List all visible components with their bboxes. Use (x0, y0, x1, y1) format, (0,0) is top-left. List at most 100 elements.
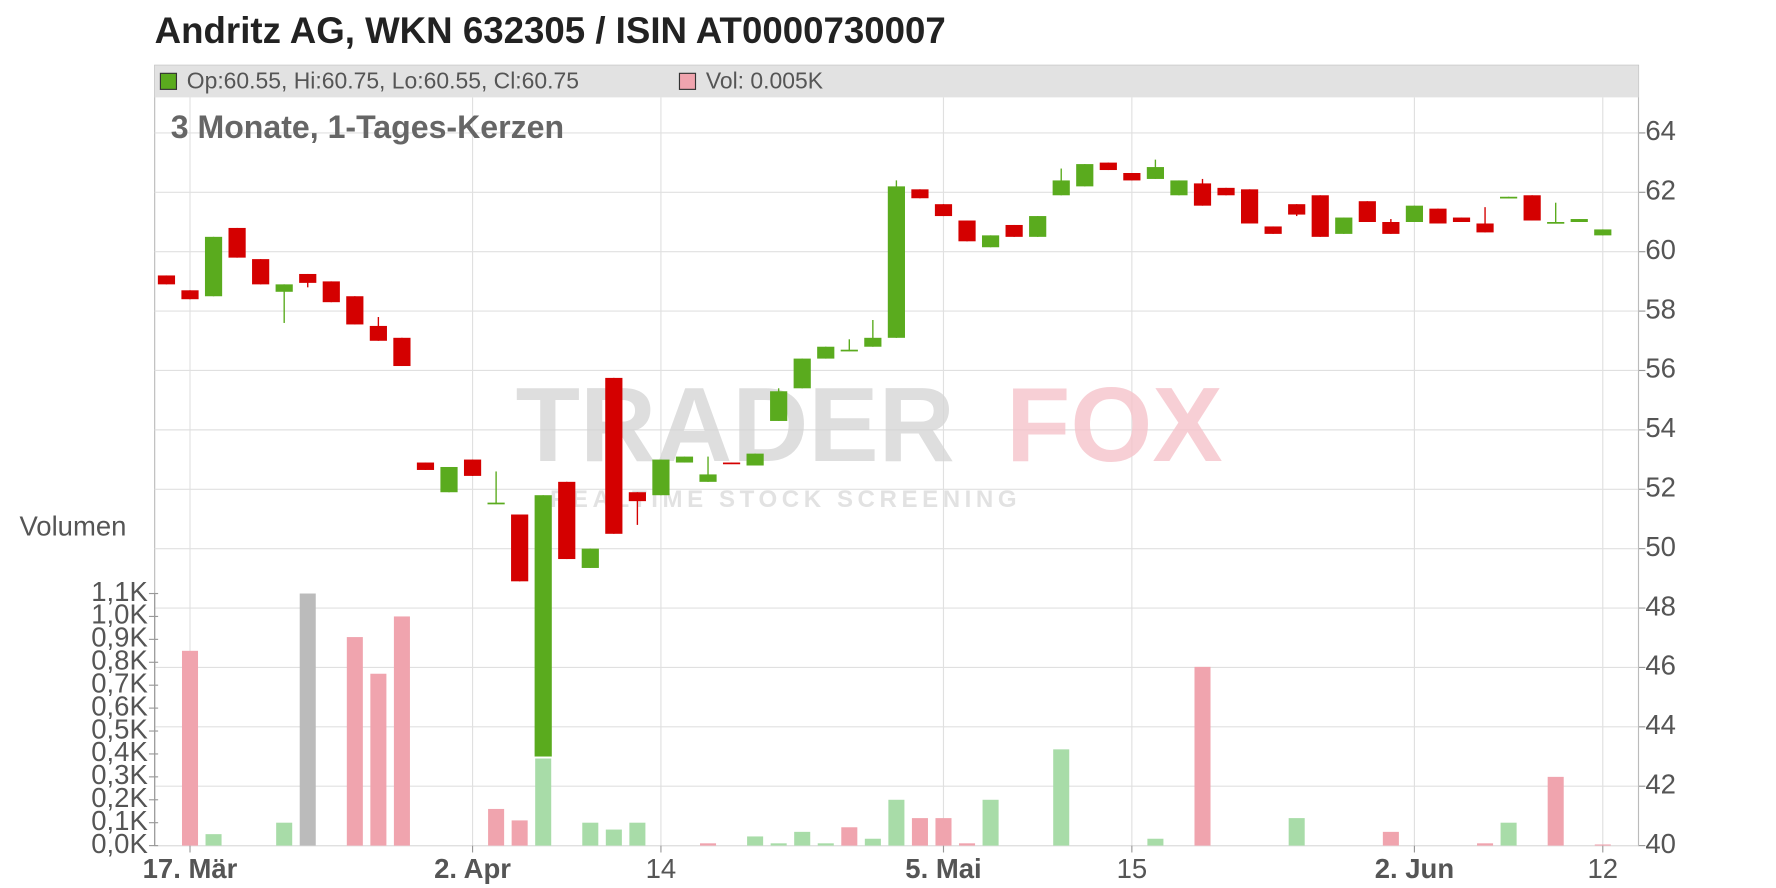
volume-tick-label: 0,5K (91, 713, 148, 744)
volume-bar (770, 843, 787, 846)
legend-band (154, 65, 1639, 98)
volume-bar (888, 799, 905, 846)
candle-body (252, 259, 270, 285)
volume-bar (299, 593, 316, 846)
volume-tick-label: 1,1K (91, 576, 148, 607)
candle-body (864, 337, 882, 347)
candle-body (1523, 195, 1541, 221)
candle-body (511, 514, 529, 582)
volume-bar (1477, 843, 1494, 846)
y-tick-label: 64 (1645, 115, 1676, 146)
volume-bar (205, 834, 222, 846)
y-tick-label: 54 (1645, 412, 1676, 443)
legend-swatch (678, 72, 697, 90)
candle-body (934, 204, 953, 217)
candle-body (793, 358, 811, 389)
watermark: TRADER FOX REALTIME STOCK SCREENING (516, 367, 1223, 513)
candle-body (1311, 195, 1329, 237)
volume-bar (535, 758, 552, 846)
volume-bar (1594, 844, 1611, 846)
candle-body (463, 459, 482, 476)
legend-volume: Vol: 0.005K (706, 68, 824, 94)
candle-body (770, 391, 788, 421)
candle-body (204, 236, 223, 297)
candle-body (581, 548, 599, 568)
volume-tick-label: 0,9K (91, 622, 148, 653)
y-tick-label: 52 (1645, 472, 1676, 503)
volume-tick-label: 0,4K (91, 736, 148, 767)
volume-bar (488, 808, 505, 846)
candle-body (722, 462, 741, 465)
legend-price: Op:60.55, Hi:60.75, Lo:60.55, Cl:60.75 (187, 68, 579, 94)
candle-body (817, 346, 835, 359)
x-tick-label: 14 (646, 853, 677, 884)
volume-tick-label: 0,2K (91, 782, 148, 813)
candle-body (1405, 205, 1424, 223)
chart-title: Andritz AG, WKN 632305 / ISIN AT00007300… (155, 10, 946, 51)
volume-axis-label: Volumen (19, 510, 126, 541)
candle-body (1429, 208, 1447, 224)
volume-tick-label: 0,8K (91, 645, 148, 676)
y-tick-label: 56 (1645, 353, 1676, 384)
volume-bar (700, 843, 717, 846)
candle-body (1500, 196, 1518, 199)
candle-body (1264, 226, 1282, 234)
candle-body (1029, 216, 1047, 237)
candle-body (1288, 204, 1306, 215)
volume-bar (935, 818, 952, 846)
volume-tick-label: 0,0K (91, 828, 148, 859)
candle-body (1123, 173, 1141, 181)
volume-bar (1147, 838, 1164, 846)
volume-bar (582, 822, 599, 846)
volume-bar (370, 673, 387, 846)
volume-bar (794, 831, 811, 846)
candle-body (1594, 229, 1612, 236)
chart-subtitle: 3 Monate, 1-Tages-Kerzen (171, 109, 564, 145)
marks (157, 159, 1612, 846)
x-tick-label: 5. Mai (905, 853, 981, 884)
candle-body (746, 453, 764, 466)
candle-body (840, 349, 858, 352)
y-tick-label: 42 (1645, 768, 1676, 799)
legend-swatch (159, 72, 178, 90)
y-tick-label: 40 (1645, 828, 1676, 859)
candle-body (440, 466, 458, 493)
volume-tick-label: 1,0K (91, 599, 148, 630)
candle-body (699, 474, 717, 482)
y-tick-label: 58 (1645, 293, 1676, 324)
volume-bar (1194, 666, 1211, 846)
x-tick-label: 15 (1117, 853, 1148, 884)
volume-bar (1547, 776, 1564, 846)
candle-body (1382, 222, 1400, 234)
candle-body (1358, 201, 1376, 223)
candle-body (1240, 189, 1259, 224)
volume-tick-label: 0,7K (91, 667, 148, 698)
candle-body (652, 459, 670, 496)
volume-bar (181, 650, 199, 846)
y-tick-label: 48 (1645, 590, 1676, 621)
volume-bar (747, 836, 764, 846)
y-tick-label: 46 (1645, 650, 1676, 681)
candle-body (1146, 167, 1164, 179)
watermark-brand: TRADER (516, 367, 955, 484)
candle-body (299, 273, 317, 283)
candle-body (322, 281, 340, 303)
candle-body (911, 189, 929, 199)
volume-bar (511, 820, 528, 846)
volume-bar (629, 822, 646, 846)
candle-body (1005, 224, 1023, 237)
candle-body (675, 456, 694, 463)
candle-body (275, 284, 293, 292)
y-tick-label: 44 (1645, 709, 1676, 740)
candle-body (1547, 222, 1565, 224)
candle-body (958, 220, 976, 242)
volume-tick-label: 0,3K (91, 759, 148, 790)
x-tick-label: 2. Apr (434, 853, 511, 884)
candle-body (558, 481, 576, 560)
volume-bar (1053, 749, 1070, 846)
volume-tick-label: 0,1K (91, 805, 148, 836)
candle-body (1476, 223, 1494, 233)
candle-body (346, 296, 364, 325)
y-tick-label: 60 (1645, 234, 1676, 265)
candle-body (1052, 180, 1070, 196)
